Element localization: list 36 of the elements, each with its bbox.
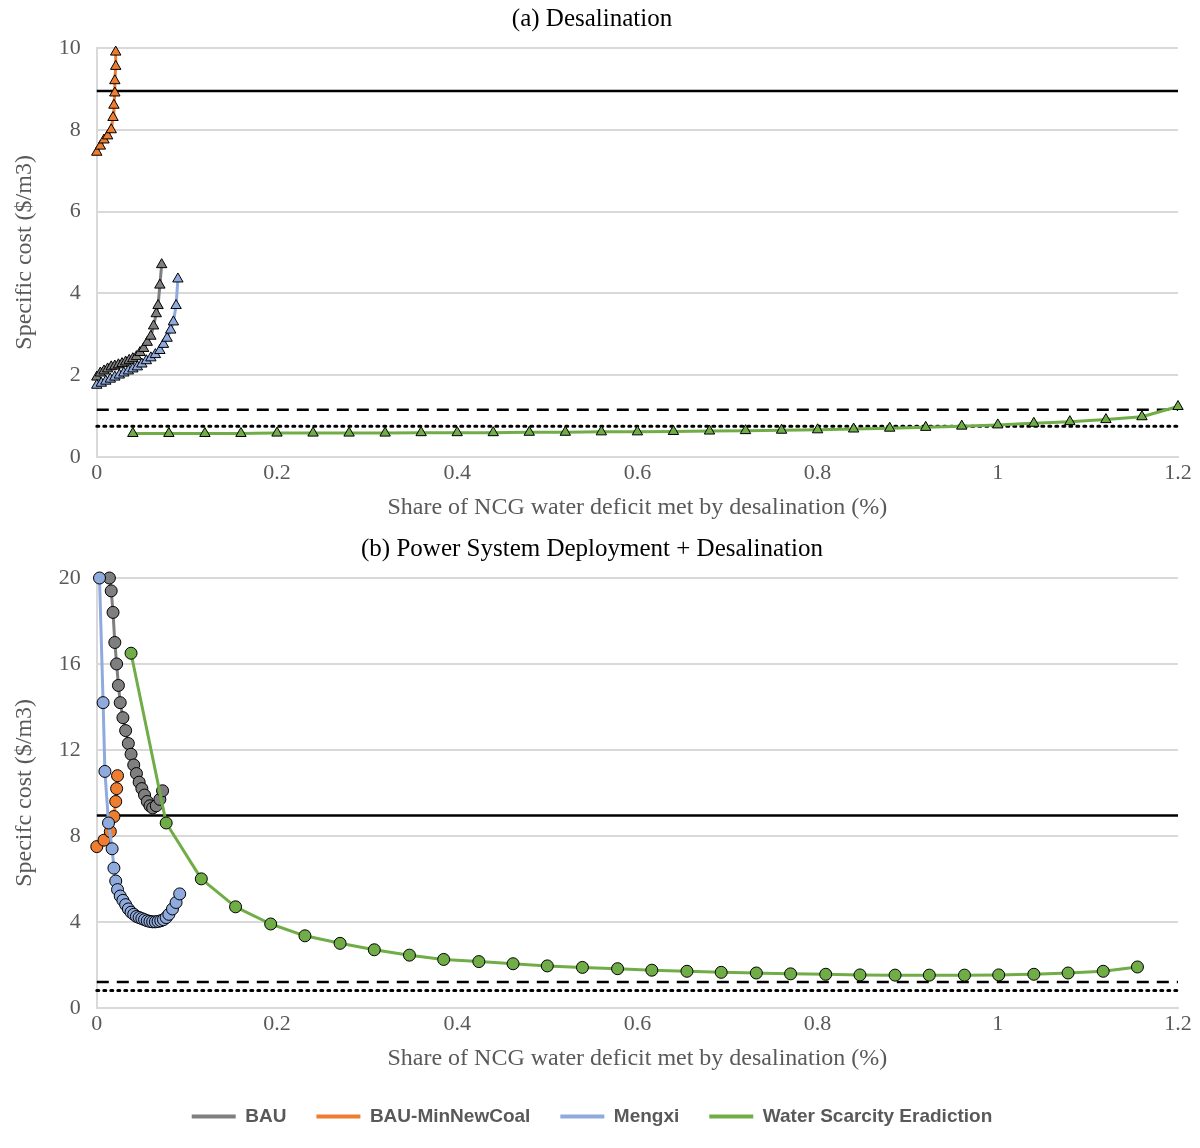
- x-tick-label: 0: [91, 1009, 103, 1035]
- y-tick-label: 6: [69, 197, 81, 223]
- x-axis-title: Share of NCG water deficit met by desalination (%): [387, 1043, 888, 1070]
- legend-label: Water Scarcity Eradiction: [762, 1104, 993, 1126]
- y-tick-label: 8: [69, 821, 81, 847]
- x-tick-label: 1.2: [1164, 1009, 1192, 1035]
- x-tick-label: 1.2: [1164, 458, 1192, 484]
- y-tick-label: 10: [58, 33, 81, 59]
- legend-label: Mengxi: [613, 1104, 680, 1126]
- x-tick-label: 0.6: [623, 458, 652, 484]
- x-tick-label: 0.4: [443, 1009, 471, 1035]
- x-tick-label: 0.6: [623, 1009, 652, 1035]
- x-tick-label: 1: [992, 458, 1004, 484]
- x-tick-label: 0.8: [803, 458, 832, 484]
- y-tick-label: 20: [58, 563, 81, 589]
- x-tick-label: 0: [91, 458, 103, 484]
- chart-title: (b) Power System Deployment + Desalination: [361, 533, 824, 562]
- x-tick-label: 0.4: [443, 458, 471, 484]
- y-tick-label: 12: [58, 735, 81, 761]
- y-tick-label: 0: [69, 442, 81, 468]
- y-axis-title: Specifc cost ($/m3): [9, 698, 36, 887]
- x-tick-label: 0.2: [263, 1009, 291, 1035]
- legend-label: BAU: [245, 1104, 287, 1126]
- chart-title: (a) Desalination: [511, 3, 673, 32]
- y-tick-label: 4: [69, 279, 81, 305]
- y-tick-label: 2: [69, 360, 81, 386]
- x-tick-label: 0.2: [263, 458, 291, 484]
- x-tick-label: 0.8: [803, 1009, 832, 1035]
- y-tick-label: 8: [69, 115, 81, 141]
- y-tick-label: 4: [69, 907, 81, 933]
- x-axis-title: Share of NCG water deficit met by desalination (%): [387, 492, 888, 519]
- y-axis-title: Specific cost ($/m3): [9, 155, 36, 350]
- y-tick-label: 16: [58, 649, 81, 675]
- y-tick-label: 0: [69, 993, 81, 1019]
- x-tick-label: 1: [992, 1009, 1004, 1035]
- legend-label: BAU-MinNewCoal: [369, 1104, 531, 1126]
